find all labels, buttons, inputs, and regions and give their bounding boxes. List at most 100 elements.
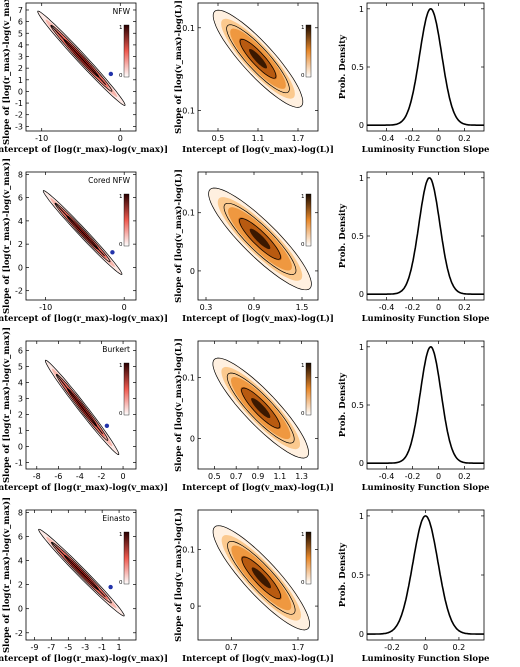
y-tick-label: 0	[190, 602, 195, 611]
plot-frame	[366, 171, 485, 301]
y-axis-label: Slope of [log(r_max)-log(v_max)]	[1, 158, 12, 314]
plot-frame	[25, 2, 137, 132]
x-tick-label: -0.4	[379, 134, 395, 143]
y-tick-label: 0	[359, 630, 364, 639]
panel-r0-c2: -0.4 -0.2 0 0.2 0 0.5 1 Luminosity Function Slo…	[338, 2, 490, 155]
x-axis-label: Luminosity Function Slope	[362, 145, 490, 155]
contour-line	[223, 202, 297, 275]
colorbar	[123, 24, 130, 78]
panel-r0-c1: 0.5 1.1 1.7 -0.1 0.1 Intercept of [log(v_max)…	[173, 0, 334, 155]
plot-frame	[25, 340, 137, 470]
contour-line	[239, 218, 281, 260]
plot-frame	[197, 509, 319, 641]
y-tick-label: 1	[18, 76, 23, 85]
x-axis-label: Intercept of [log(v_max)-log(L)]	[182, 653, 334, 664]
y-tick-label: 6	[18, 532, 23, 541]
y-tick-label: -2	[15, 287, 23, 296]
x-tick-label: -8	[33, 472, 41, 481]
x-tick-label: 1.3	[295, 472, 308, 481]
x-tick-label: -1	[98, 643, 106, 652]
x-tick-label: -0.4	[379, 472, 395, 481]
x-axis-label: Luminosity Function Slope	[362, 314, 490, 324]
x-tick-label: -9	[30, 643, 38, 652]
x-tick-label: 1.1	[252, 134, 265, 143]
x-tick-label: -0.2	[405, 472, 421, 481]
x-axis-label: Intercept of [log(r_max)-log(v_max)]	[0, 144, 168, 155]
ridge-line	[50, 24, 107, 85]
x-tick-label: 1.7	[292, 134, 305, 143]
x-tick-label: 1.7	[292, 643, 305, 652]
x-tick-label: -3	[81, 643, 89, 652]
panel-title: Cored NFW	[88, 176, 130, 185]
ridge-line	[56, 374, 103, 435]
x-tick-label: 0.2	[458, 303, 471, 312]
y-axis-label: Slope of [log(v_max)-log(L)]	[173, 508, 184, 642]
y-tick-label: 0.1	[182, 209, 195, 218]
colorbar-min-label: 0	[119, 242, 123, 248]
y-tick-label: 0.5	[351, 232, 364, 241]
colorbar-min-label: 0	[119, 73, 123, 79]
x-tick-label: 0	[121, 472, 126, 481]
y-tick-label: -2	[15, 629, 23, 638]
colorbar-min-label: 0	[301, 411, 305, 417]
y-tick-label: 2	[18, 411, 23, 420]
plot-frame	[197, 171, 319, 301]
colorbar	[123, 193, 130, 247]
x-axis-label: Luminosity Function Slope	[362, 654, 490, 664]
x-tick-label: 0.9	[252, 472, 265, 481]
y-axis-label: Slope of [log(v_max)-log(L)]	[173, 0, 184, 134]
colorbar-min-label: 0	[119, 580, 123, 586]
y-tick-label: 4	[18, 217, 23, 226]
contour-line	[212, 525, 310, 631]
colorbar-max-label: 1	[301, 194, 305, 200]
panel-r3-c2: -0.2 0 0.2 0 0.5 1 Luminosity Function Slope Pr…	[338, 509, 490, 664]
colorbar	[123, 531, 130, 585]
x-tick-label: 0.5	[208, 472, 221, 481]
plot-frame	[366, 509, 485, 641]
x-tick-label: 0	[436, 472, 441, 481]
y-tick-label: 0	[190, 435, 195, 444]
y-tick-label: 4	[18, 557, 23, 566]
contour-line	[239, 38, 277, 79]
colorbar-max-label: 1	[301, 363, 305, 369]
y-tick-label: 0	[18, 605, 23, 614]
colorbar-min-label: 0	[301, 242, 305, 248]
contour-line	[37, 10, 126, 106]
x-tick-label: 1.5	[296, 303, 309, 312]
y-axis-label: Slope of [log(r_max)-log(v_max)]	[1, 497, 12, 653]
colorbar	[123, 362, 130, 416]
y-tick-label: 2	[18, 240, 23, 249]
y-tick-label: 0	[190, 267, 195, 276]
y-axis-label: Prob. Density	[338, 542, 348, 607]
y-tick-label: 1	[359, 343, 364, 352]
y-tick-label: -1	[15, 99, 23, 108]
plot-frame	[25, 509, 137, 641]
x-tick-label: -5	[64, 643, 72, 652]
y-tick-label: 6	[18, 347, 23, 356]
best-fit-marker	[104, 423, 110, 428]
plot-frame	[25, 171, 137, 301]
contour-line	[227, 540, 296, 615]
x-axis-label: Intercept of [log(v_max)-log(L)]	[182, 482, 334, 493]
y-tick-label: 0	[359, 121, 364, 130]
x-tick-label: -2	[97, 472, 105, 481]
x-tick-label: 0	[122, 303, 127, 312]
colorbar-min-label: 0	[119, 411, 123, 417]
y-tick-label: 1	[359, 5, 364, 14]
y-tick-label: 1	[18, 427, 23, 436]
x-axis-label: Intercept of [log(v_max)-log(L)]	[182, 313, 334, 324]
y-tick-label: 6	[18, 18, 23, 27]
colorbar-max-label: 1	[119, 532, 123, 538]
panel-r1-c0: -10 0 -2 0 2 4 6 8 Intercept of [log(r_max)-log(…	[0, 158, 168, 324]
colorbar-min-label: 0	[301, 73, 305, 79]
panel-r2-c1: 0.5 0.7 0.9 1.1 1.3 0 0.1 Intercept of [log(v_m…	[173, 338, 334, 493]
contour-line	[38, 528, 125, 617]
x-tick-label: 1.1	[273, 472, 286, 481]
y-tick-label: 4	[18, 41, 23, 50]
density-level-4	[251, 567, 271, 589]
x-tick-label: 0.3	[200, 303, 213, 312]
x-tick-label: -0.2	[384, 643, 400, 652]
x-tick-label: -7	[47, 643, 55, 652]
best-fit-marker	[108, 71, 114, 77]
